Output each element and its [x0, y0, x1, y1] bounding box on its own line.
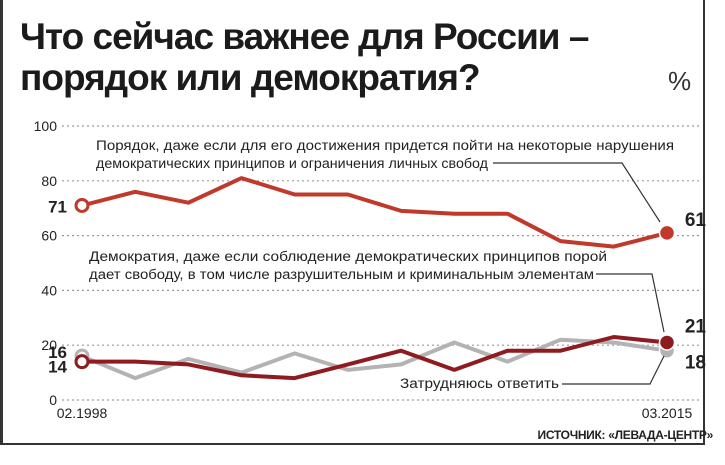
- point-end-order: [658, 224, 676, 242]
- start-label-undecided: 16: [48, 343, 67, 362]
- y-tick-label-60: 60: [41, 228, 57, 244]
- figure-frame: [0, 0, 705, 445]
- x-label-start: 02.1998: [57, 405, 108, 421]
- start-label-democracy: 14: [48, 358, 67, 377]
- chart-title-line-2: порядок или демократия?: [20, 57, 481, 98]
- unit-label: %: [668, 66, 692, 96]
- annotation-democracy-line-2: дает свободу, в том числе разрушительным…: [89, 267, 594, 282]
- series-line-democracy: [80, 335, 669, 381]
- x-label-end: 03.2015: [642, 405, 693, 421]
- annotation-undecided: Затрудняюсь ответить: [400, 376, 559, 391]
- series-line-order: [80, 176, 669, 249]
- leader-line-democracy: [596, 273, 665, 333]
- end-label-democracy: 21: [685, 316, 707, 337]
- annotation-democracy-line-1: Демократия, даже если соблюдение демокра…: [89, 249, 607, 264]
- source-note: ИСТОЧНИК: «ЛЕВАДА-ЦЕНТР»: [537, 428, 714, 442]
- chart-title-line-1: Что сейчас важнее для России –: [20, 16, 589, 57]
- y-tick-label-100: 100: [34, 118, 58, 134]
- y-tick-label-20: 20: [41, 337, 57, 353]
- annotation-order-line-1: Порядок, даже если для его достижения пр…: [96, 138, 674, 153]
- annotation-order-line-2: демократических принципов и ограничения …: [96, 156, 488, 171]
- y-tick-label-40: 40: [41, 282, 57, 298]
- end-label-undecided: 18: [685, 353, 706, 374]
- y-tick-label-80: 80: [41, 173, 57, 189]
- start-label-order: 71: [48, 197, 67, 216]
- point-end-democracy: [658, 334, 676, 351]
- point-start-democracy: [74, 354, 90, 370]
- point-start-order: [74, 197, 90, 213]
- end-label-order: 61: [685, 210, 707, 231]
- leader-line-undecided: [562, 355, 665, 385]
- chart-title: Что сейчас важнее для России – порядок и…: [20, 16, 660, 98]
- y-tick-label-0: 0: [49, 392, 57, 408]
- leader-line-order: [493, 162, 661, 223]
